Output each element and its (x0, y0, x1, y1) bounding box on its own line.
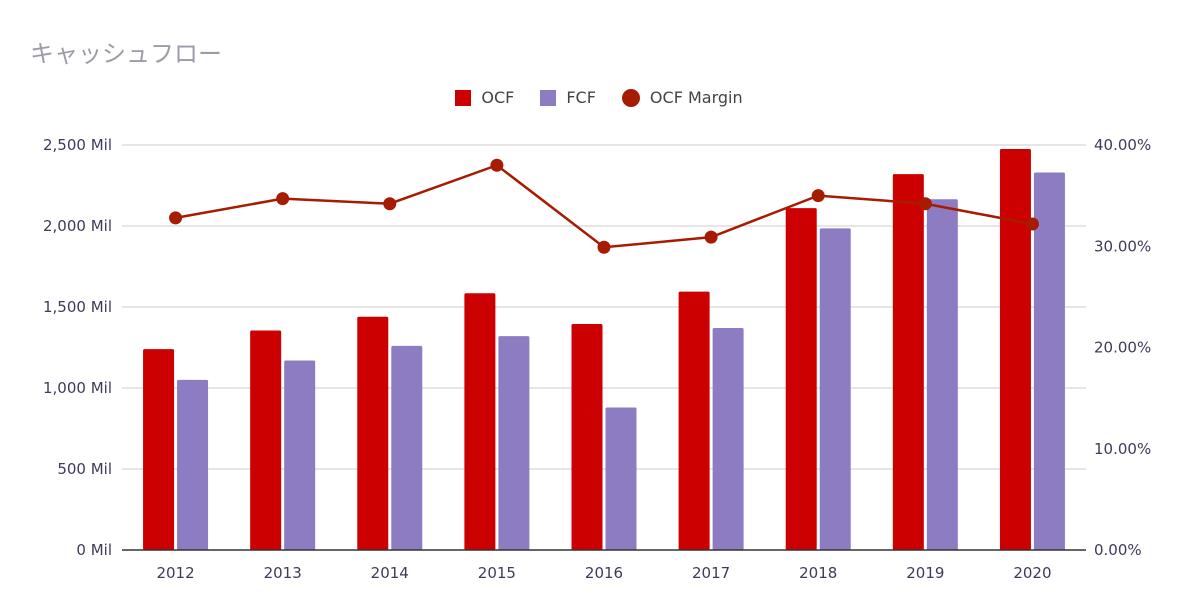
bar-fcf (177, 379, 209, 550)
y-left-tick-label: 2,500 Mil (43, 136, 112, 154)
point-ocf-margin (490, 158, 504, 172)
y-left-tick-label: 0 Mil (76, 541, 112, 559)
point-ocf-margin (1025, 217, 1039, 231)
legend-swatch-ocf (455, 89, 472, 106)
x-tick-label: 2018 (799, 564, 837, 582)
bar-ocf (678, 291, 710, 550)
point-ocf-margin (276, 192, 290, 206)
bar-ocf (250, 330, 282, 550)
point-ocf-margin (383, 197, 397, 211)
legend-item-ocf[interactable]: OCF (455, 88, 514, 107)
legend-swatch-fcf (540, 89, 557, 106)
x-tick-label: 2015 (478, 564, 516, 582)
point-ocf-margin (811, 189, 825, 203)
bar-fcf (498, 336, 530, 550)
y-right-tick-label: 10.00% (1094, 440, 1151, 458)
bar-ocf (892, 174, 924, 550)
bar-ocf (571, 324, 603, 550)
legend-label-fcf: FCF (566, 88, 596, 107)
point-ocf-margin (597, 240, 611, 254)
bar-fcf (605, 407, 637, 550)
legend-label-margin: OCF Margin (649, 88, 743, 107)
point-ocf-margin (918, 197, 932, 211)
x-tick-label: 2019 (906, 564, 944, 582)
chart-title: キャッシュフロー (30, 40, 222, 68)
point-ocf-margin (704, 230, 718, 244)
legend-item-fcf[interactable]: FCF (540, 88, 596, 107)
bar-ocf (785, 208, 817, 550)
legend-label-ocf: OCF (481, 88, 515, 107)
x-tick-label: 2013 (264, 564, 302, 582)
bar-fcf (712, 328, 744, 550)
bar-ocf (464, 293, 496, 550)
x-tick-label: 2012 (156, 564, 194, 582)
chart-legend: OCF FCF OCF Margin (0, 88, 1198, 107)
bar-fcf (819, 228, 851, 550)
y-left-tick-label: 500 Mil (57, 460, 112, 478)
point-ocf-margin (169, 211, 183, 225)
y-right-tick-label: 20.00% (1094, 339, 1151, 357)
legend-swatch-margin (621, 88, 640, 107)
x-tick-label: 2014 (371, 564, 409, 582)
y-right-tick-label: 0.00% (1094, 541, 1142, 559)
y-right-tick-label: 30.00% (1094, 237, 1151, 255)
y-left-tick-label: 1,000 Mil (43, 379, 112, 397)
bar-fcf (391, 345, 423, 550)
x-tick-label: 2017 (692, 564, 730, 582)
bar-fcf (926, 199, 958, 550)
y-right-tick-label: 40.00% (1094, 136, 1151, 154)
legend-item-margin[interactable]: OCF Margin (621, 88, 743, 107)
y-left-tick-label: 1,500 Mil (43, 298, 112, 316)
bar-ocf (999, 149, 1031, 551)
bar-ocf (357, 316, 389, 550)
bar-ocf (143, 349, 175, 550)
bar-fcf (284, 360, 316, 550)
bar-fcf (1033, 172, 1065, 551)
y-left-tick-label: 2,000 Mil (43, 217, 112, 235)
x-tick-label: 2020 (1013, 564, 1051, 582)
x-tick-label: 2016 (585, 564, 623, 582)
